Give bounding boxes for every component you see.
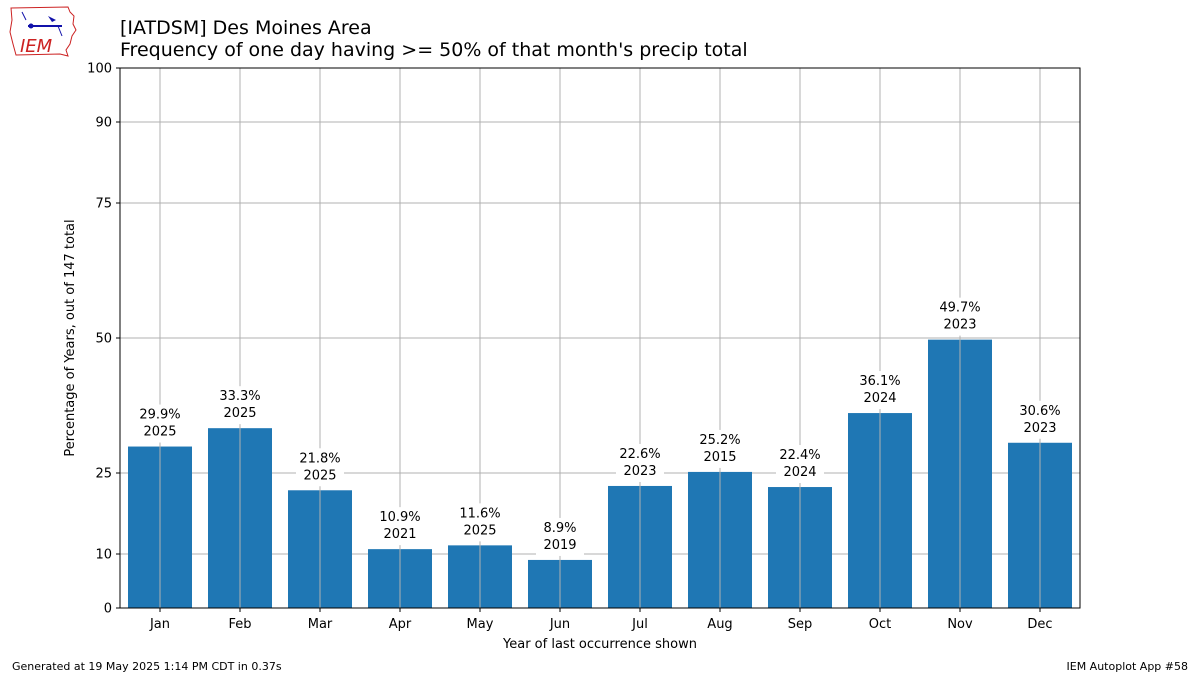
y-tick-label: 75 — [95, 197, 112, 212]
x-tick-label: Sep — [788, 617, 813, 632]
label-background — [456, 503, 504, 542]
label-background — [296, 448, 344, 487]
data-label-year: 2023 — [623, 464, 656, 479]
data-label-percent: 36.1% — [859, 374, 900, 389]
x-tick-label: Jun — [549, 617, 570, 632]
x-tick-label: Jan — [149, 617, 170, 632]
data-label-percent: 33.3% — [219, 389, 260, 404]
data-labels: 29.9% 2025 33.3% 2025 21.8% 2025 10.9% 2021 11.6… — [136, 297, 1064, 556]
generated-timestamp: Generated at 19 May 2025 1:14 PM CDT in … — [12, 660, 282, 673]
iowa-state-outline-icon — [9, 6, 77, 57]
y-tick-label: 25 — [95, 467, 112, 482]
label-background — [856, 371, 904, 410]
axes: 0 10 25 50 75 90 100 Jan Feb Mar Apr May Jun Jul Aug Se… — [87, 62, 1052, 633]
x-tick-label: Apr — [389, 617, 412, 632]
data-label-year: 2015 — [703, 450, 736, 465]
label-background — [136, 404, 184, 443]
data-label-year: 2023 — [943, 318, 976, 333]
data-label-year: 2023 — [1023, 421, 1056, 436]
data-label-percent: 22.6% — [619, 447, 660, 462]
y-tick-label: 0 — [104, 602, 112, 617]
data-label-percent: 21.8% — [299, 451, 340, 466]
y-tick-label: 50 — [95, 332, 112, 347]
y-axis-label: Percentage of Years, out of 147 total — [63, 219, 78, 456]
data-label-year: 2025 — [223, 406, 256, 421]
x-tick-label: Aug — [707, 617, 732, 632]
iem-logo: IEM — [6, 4, 80, 60]
label-background — [616, 443, 664, 482]
label-background — [1016, 400, 1064, 439]
x-tick-label: Nov — [947, 617, 973, 632]
data-label-year: 2024 — [863, 391, 896, 406]
label-background — [376, 507, 424, 546]
data-label-year: 2025 — [303, 468, 336, 483]
data-label-percent: 10.9% — [379, 510, 420, 525]
logo-text: IEM — [20, 36, 53, 57]
app-credit: IEM Autoplot App #58 — [1066, 660, 1189, 673]
data-label-year: 2021 — [383, 527, 416, 542]
data-label-percent: 30.6% — [1019, 404, 1060, 419]
chart-title: [IATDSM] Des Moines Area — [120, 17, 372, 39]
data-label-percent: 8.9% — [543, 521, 576, 536]
data-label-percent: 22.4% — [779, 448, 820, 463]
data-label-year: 2025 — [143, 425, 176, 440]
chart-subtitle: Frequency of one day having >= 50% of th… — [120, 39, 748, 61]
x-tick-label: Mar — [308, 617, 333, 632]
data-label-year: 2024 — [783, 465, 816, 480]
x-tick-label: Feb — [228, 617, 251, 632]
label-background — [936, 297, 984, 336]
y-tick-label: 100 — [87, 62, 112, 77]
data-label-year: 2025 — [463, 523, 496, 538]
data-label-percent: 25.2% — [699, 433, 740, 448]
label-background — [536, 517, 584, 556]
data-label-year: 2019 — [543, 538, 576, 553]
x-tick-label: May — [467, 617, 494, 632]
x-tick-label: Jul — [631, 617, 648, 632]
x-tick-label: Dec — [1027, 617, 1052, 632]
x-tick-label: Oct — [869, 617, 891, 632]
data-label-percent: 11.6% — [459, 506, 500, 521]
bars — [128, 339, 1072, 608]
data-label-percent: 29.9% — [139, 408, 180, 423]
y-tick-label: 90 — [95, 116, 112, 131]
label-background — [696, 429, 744, 468]
label-background — [216, 386, 264, 425]
y-tick-label: 10 — [95, 548, 112, 563]
label-background — [776, 445, 824, 484]
data-label-percent: 49.7% — [939, 301, 980, 316]
x-axis-label: Year of last occurrence shown — [502, 637, 697, 652]
